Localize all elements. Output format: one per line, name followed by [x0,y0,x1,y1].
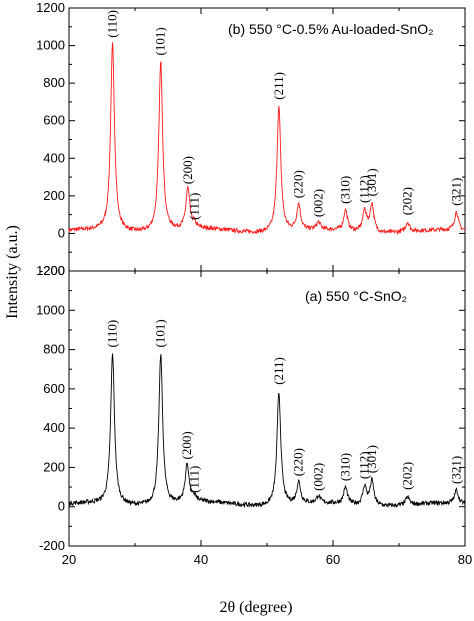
peak-label-a-4: (211) [271,357,286,385]
y-tick-label-b-6: 1000 [36,38,65,53]
y-tick-label-b-1: 0 [58,225,65,240]
peak-label-b-8: (112) [357,175,372,203]
x-tick-label-2: 60 [326,552,340,567]
peak-label-a-5: (220) [291,448,306,476]
peak-label-b-9: (301) [364,168,379,196]
peak-label-b-7: (310) [338,176,353,204]
x-tick-label-1: 40 [194,552,208,567]
y-tick-label-b-3: 400 [43,150,65,165]
peak-label-b-4: (211) [271,72,286,100]
panel-frame-b [68,7,466,272]
y-tick-label-b-4: 600 [43,113,65,128]
panel-frame-a [68,270,466,547]
peak-label-a-2: (200) [179,431,194,459]
y-tick-label-a-3: 400 [43,420,65,435]
peak-label-b-0: (110) [105,10,120,38]
peak-label-b-3: (111) [186,193,201,220]
panel-title-b: (b) 550 °C-0.5% Au-loaded-SnO₂ [228,21,434,37]
peak-label-a-8: (112) [357,451,372,479]
peak-label-a-11: (321) [448,456,463,484]
y-tick-label-a-6: 1000 [36,302,65,317]
series-line-b [68,42,466,236]
x-tick-label-0: 20 [62,552,76,567]
y-tick-label-b-7: 1200 [36,0,65,15]
y-axis-title: Intensity (a.u.) [4,225,21,319]
peak-label-b-11: (321) [448,178,463,206]
peak-label-b-6: (002) [311,189,326,217]
peak-label-b-10: (202) [400,187,415,215]
y-tick-label-a-5: 800 [43,342,65,357]
peak-label-a-7: (310) [338,453,353,481]
y-tick-label-a-0: -200 [39,538,65,553]
peak-label-a-10: (202) [400,462,415,490]
peak-label-a-0: (110) [105,320,120,348]
series-line-a [68,353,466,509]
x-axis-title: 2θ (degree) [220,599,293,616]
peak-label-a-9: (301) [364,445,379,473]
peak-label-b-2: (200) [180,156,195,184]
peak-label-a-3: (111) [186,466,201,493]
y-tick-label-b-2: 200 [43,188,65,203]
y-tick-label-a-2: 200 [43,459,65,474]
peak-label-a-1: (101) [153,319,168,347]
y-tick-label-a-4: 600 [43,381,65,396]
peak-label-b-5: (220) [291,170,306,198]
peak-label-a-6: (002) [311,463,326,491]
y-tick-label-b-5: 800 [43,75,65,90]
x-tick-label-3: 80 [458,552,472,567]
y-tick-label-a-1: 0 [58,499,65,514]
y-tick-label-a-7: 1200 [36,263,65,278]
y-tick-label-b-0: -200 [39,263,65,278]
peak-label-b-1: (101) [153,27,168,55]
panel-title-a: (a) 550 °C-SnO₂ [305,288,407,304]
